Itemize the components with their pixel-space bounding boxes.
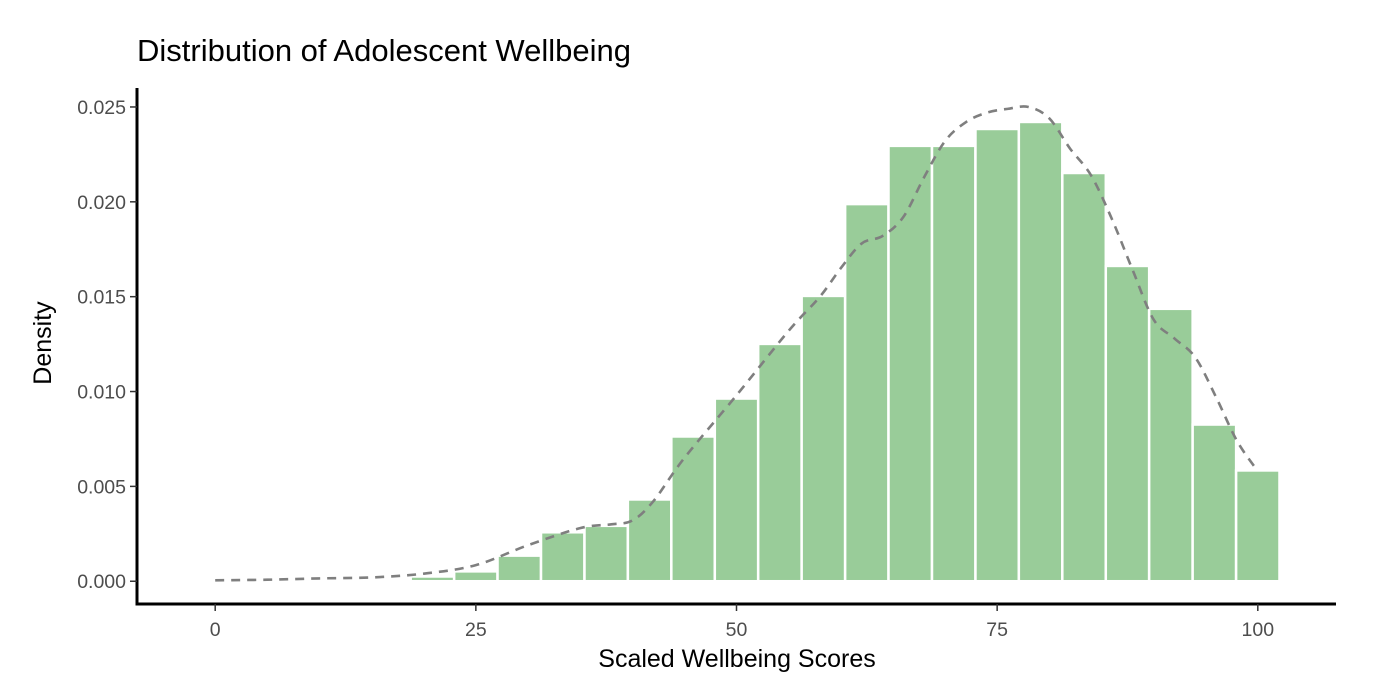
- y-axis-title: Density: [29, 301, 57, 385]
- histogram-bar-12: [887, 144, 934, 583]
- histogram-bar-14: [974, 127, 1021, 583]
- bars-group: [409, 120, 1281, 583]
- y-tick-label: 0.000: [77, 571, 126, 593]
- histogram-bar-3: [496, 554, 543, 583]
- histogram-bar-6: [626, 498, 673, 583]
- y-tick-label: 0.025: [77, 97, 126, 119]
- histogram-bar-1: [409, 575, 456, 583]
- histogram-bar-2: [452, 570, 499, 583]
- histogram-bar-5: [583, 524, 630, 583]
- histogram-bar-18: [1147, 307, 1194, 583]
- y-tick-label: 0.015: [77, 287, 126, 309]
- chart-title: Distribution of Adolescent Wellbeing: [137, 33, 631, 68]
- histogram-bar-10: [800, 294, 847, 583]
- x-axis: 0 25 50 75 100: [135, 602, 1336, 641]
- x-tick-label: 75: [986, 619, 1008, 641]
- histogram-bar-4: [539, 531, 586, 583]
- histogram-bar-7: [670, 435, 717, 583]
- x-axis-title: Scaled Wellbeing Scores: [598, 645, 875, 673]
- x-tick-label: 50: [726, 619, 748, 641]
- histogram-bar-17: [1104, 264, 1151, 583]
- histogram-bar-11: [843, 202, 890, 583]
- histogram-bar-16: [1061, 171, 1108, 583]
- x-tick-label: 0: [210, 619, 221, 641]
- histogram-bar-8: [713, 397, 760, 583]
- y-tick-label: 0.020: [77, 192, 126, 214]
- y-axis: 0.000 0.005 0.010 0.015 0.020 0.025: [77, 88, 139, 606]
- y-tick-label: 0.010: [77, 382, 126, 404]
- histogram-bar-19: [1191, 423, 1238, 583]
- histogram-bar-13: [930, 144, 977, 583]
- histogram-bar-20: [1234, 469, 1281, 583]
- x-tick-label: 25: [465, 619, 487, 641]
- x-tick-label: 100: [1242, 619, 1275, 641]
- histogram-bar-15: [1017, 120, 1064, 583]
- y-tick-label: 0.005: [77, 476, 126, 498]
- histogram-bar-9: [756, 342, 803, 583]
